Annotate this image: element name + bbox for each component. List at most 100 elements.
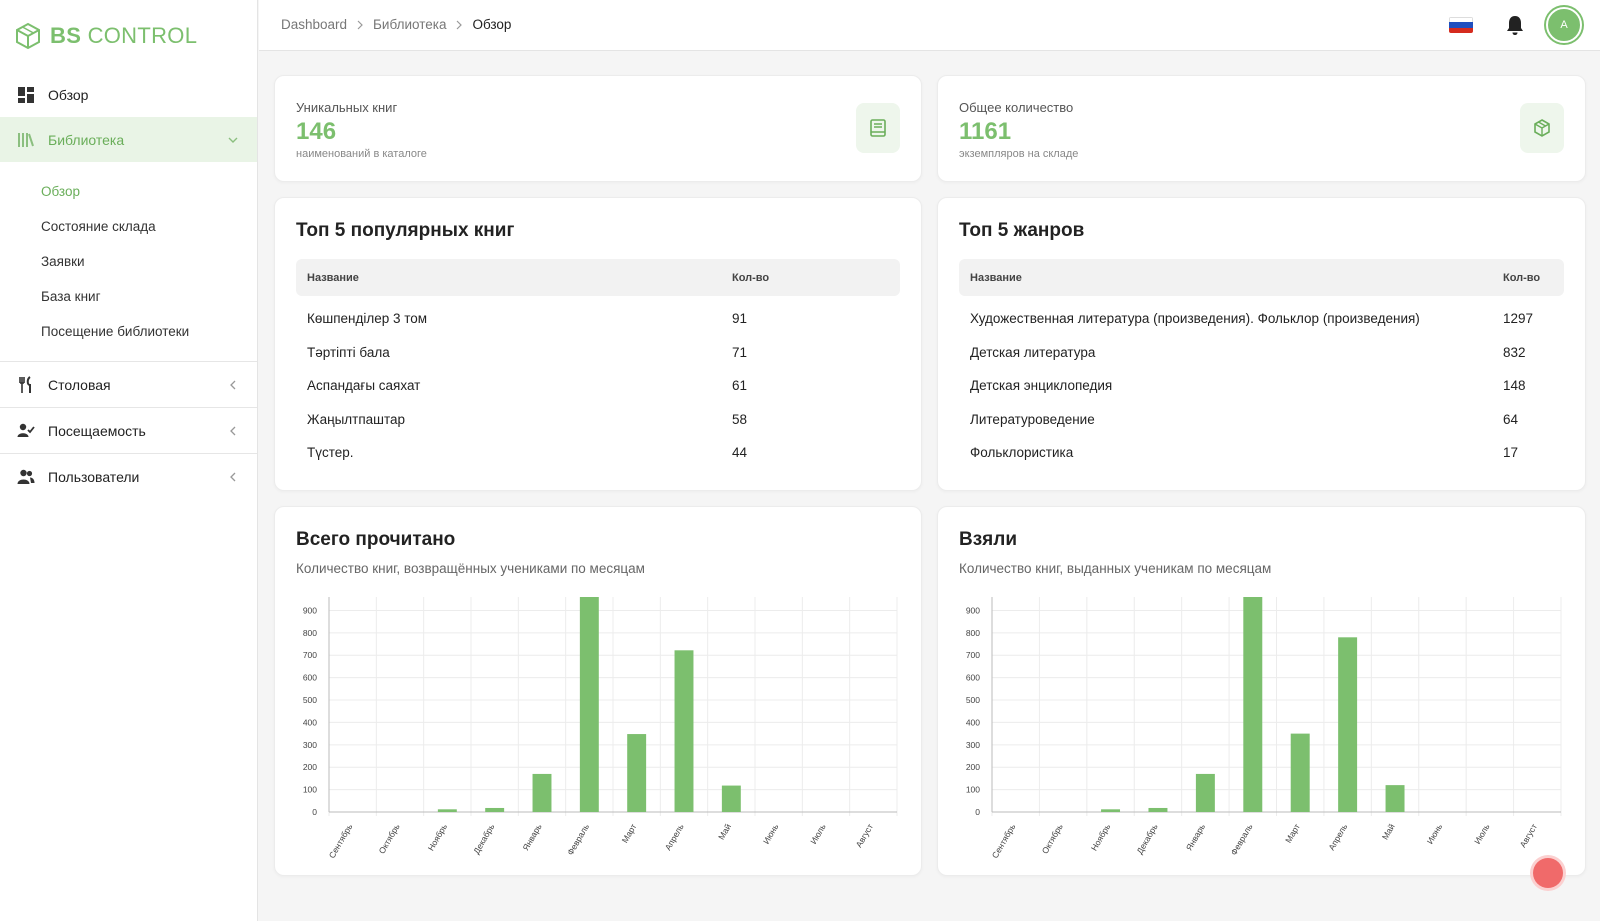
bar[interactable] — [1338, 637, 1358, 812]
returned-bar-chart: 0 100 200 300 400 500 600 700 800 900 Сентябрь Октя… — [303, 597, 898, 860]
chart-card-returned: Всего прочитано Количество книг, возвращ… — [274, 506, 922, 876]
book-icon — [856, 103, 900, 153]
stat-value: 146 — [296, 118, 337, 145]
russian-flag-icon[interactable] — [1449, 17, 1473, 33]
chevron-left-icon — [230, 380, 236, 389]
subnav-item-stock[interactable]: Состояние склада — [41, 219, 156, 234]
logo-text: BS CONTROL — [50, 23, 198, 48]
cell-count: 91 — [732, 311, 748, 327]
sidebar-item-label: Столовая — [48, 376, 111, 393]
card-title: Топ 5 жанров — [959, 220, 1085, 241]
sidebar-item-overview[interactable]: Обзор — [0, 72, 257, 117]
avatar[interactable]: A — [1546, 7, 1582, 43]
bar[interactable] — [579, 597, 599, 812]
stat-label: Общее количество — [959, 100, 1074, 115]
top-books-card: Топ 5 популярных книг Название Кол-во Кө… — [274, 197, 922, 491]
x-tick-label: Февраль — [565, 822, 591, 857]
bar[interactable] — [674, 650, 694, 812]
bar[interactable] — [1385, 785, 1405, 812]
breadcrumb-library[interactable]: Библиотека — [373, 17, 447, 32]
table-header: Название Кол-во — [959, 259, 1564, 296]
bar[interactable] — [1101, 809, 1121, 812]
cell-count: 832 — [1503, 344, 1526, 360]
y-tick-label: 100 — [303, 785, 317, 795]
bar[interactable] — [1148, 807, 1168, 812]
column-header-count: Кол-во — [1503, 271, 1541, 284]
chart-subtitle: Количество книг, выданных ученикам по ме… — [959, 561, 1272, 576]
table-row: Аспандағы саяхат 61 — [296, 369, 900, 403]
divider — [0, 361, 257, 362]
bar[interactable] — [532, 773, 552, 812]
chevron-down-icon — [228, 137, 238, 143]
x-tick-label: Сентябрь — [327, 822, 355, 860]
cell-count: 61 — [732, 378, 748, 394]
bar[interactable] — [627, 734, 647, 812]
cell-name: Фольклористика — [970, 445, 1074, 461]
chevron-right-icon — [355, 20, 365, 30]
cell-count: 71 — [732, 344, 748, 360]
sidebar-item-library[interactable]: Библиотека — [0, 117, 257, 162]
cell-count: 64 — [1503, 411, 1519, 427]
sidebar: BS CONTROL Обзор Библиотека Обзор Состоя… — [0, 0, 258, 921]
column-header-name: Название — [307, 271, 359, 284]
y-tick-label: 600 — [303, 673, 317, 683]
chart-subtitle: Количество книг, возвращённых учениками … — [296, 561, 645, 576]
chart-title: Взяли — [959, 529, 1018, 550]
sidebar-item-canteen[interactable]: Столовая — [0, 362, 257, 407]
stat-subtext: экземпляров на складе — [959, 148, 1079, 160]
y-tick-label: 500 — [966, 695, 980, 705]
sidebar-item-attendance[interactable]: Посещаемость — [0, 408, 257, 453]
x-tick-label: Ноябрь — [426, 822, 450, 853]
x-tick-label: Апрель — [663, 822, 686, 852]
sidebar-item-users[interactable]: Пользователи — [0, 454, 257, 499]
subnav-item-overview[interactable]: Обзор — [41, 184, 80, 199]
stat-subtext: наименований в каталоге — [296, 148, 427, 160]
chevron-right-icon — [454, 20, 464, 30]
table-row: Литературоведение 64 — [959, 403, 1564, 437]
grid — [991, 597, 1562, 816]
top-genres-card: Топ 5 жанров Название Кол-во Художествен… — [937, 197, 1586, 491]
stat-card-unique-books: Уникальных книг 146 наименований в катал… — [274, 75, 922, 182]
chevron-left-icon — [230, 472, 236, 481]
cell-name: Түстер. — [307, 445, 354, 461]
bar[interactable] — [485, 807, 505, 812]
bar[interactable] — [721, 785, 741, 812]
table-row: Көшпенділер 3 том 91 — [296, 302, 900, 336]
y-tick-label: 500 — [303, 695, 317, 705]
top-books-table: Название Кол-во Көшпенділер 3 том 91 Тәрт… — [296, 259, 900, 470]
chevron-left-icon — [230, 426, 236, 435]
top-header: Dashboard Библиотека Обзор A — [259, 0, 1600, 51]
subnav-item-requests[interactable]: Заявки — [41, 254, 85, 269]
y-tick-label: 800 — [303, 628, 317, 638]
bar[interactable] — [437, 809, 457, 812]
table-header: Название Кол-во — [296, 259, 900, 296]
bar[interactable] — [1243, 597, 1263, 812]
cell-name: Литературоведение — [970, 411, 1095, 427]
y-tick-label: 700 — [303, 650, 317, 660]
help-button[interactable] — [1533, 858, 1563, 888]
y-tick-label: 400 — [303, 717, 317, 727]
x-tick-label: Январь — [1184, 822, 1208, 853]
sidebar-item-label: Посещаемость — [48, 422, 146, 439]
cell-name: Детская энциклопедия — [970, 378, 1113, 394]
y-tick-label: 200 — [303, 762, 317, 772]
cell-count: 17 — [1503, 445, 1519, 461]
cell-count: 1297 — [1503, 311, 1534, 327]
logo[interactable]: BS CONTROL — [0, 0, 257, 72]
subnav-item-visits[interactable]: Посещение библиотеки — [41, 324, 190, 339]
y-tick-label: 100 — [966, 785, 980, 795]
y-tick-label: 900 — [966, 605, 980, 615]
bar[interactable] — [1195, 773, 1215, 812]
cutlery-icon — [17, 375, 35, 394]
x-tick-label: Май — [1380, 822, 1397, 842]
subnav-item-book-base[interactable]: База книг — [41, 289, 101, 304]
bell-icon[interactable] — [1504, 14, 1526, 36]
x-tick-label: Июнь — [761, 822, 781, 846]
bar[interactable] — [1290, 733, 1310, 812]
table-row: Детская литература 832 — [959, 336, 1564, 370]
y-tick-label: 700 — [966, 650, 980, 660]
chart-title: Всего прочитано — [296, 529, 456, 550]
cell-name: Художественная литература (произведения)… — [970, 311, 1420, 327]
user-check-icon — [17, 422, 35, 440]
breadcrumb-dashboard[interactable]: Dashboard — [281, 17, 348, 32]
